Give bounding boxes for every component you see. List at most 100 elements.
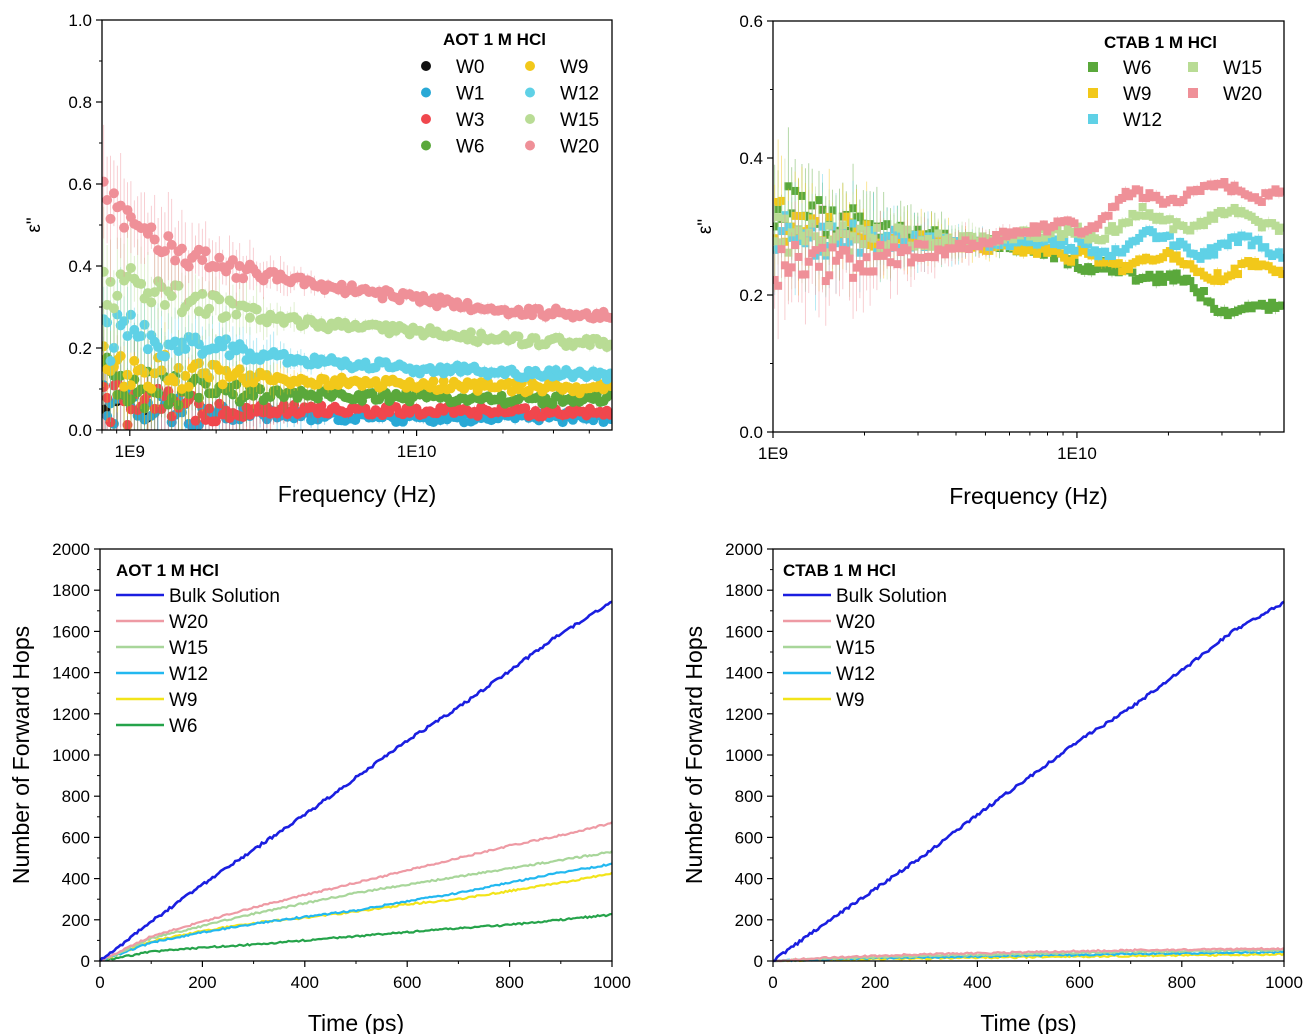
data-point <box>146 383 157 394</box>
legend-ctab-dielectric: CTAB 1 M HCl W6 W9 W12 W15 W20 <box>1088 33 1262 131</box>
legend-label: W0 <box>456 57 485 78</box>
data-point <box>1274 248 1283 257</box>
y-tick-label: 400 <box>735 870 763 889</box>
data-point <box>1244 232 1253 241</box>
legend-label: W15 <box>169 638 208 659</box>
data-point <box>872 252 881 261</box>
data-point <box>163 231 174 242</box>
data-point <box>1165 231 1174 240</box>
data-point <box>862 253 871 262</box>
plot-frame <box>99 548 613 962</box>
axes-aot-dielectric: 0.0 0.2 0.4 0.6 0.8 1.0 1E9 1E10 Frequency (Hz) ε… <box>24 11 613 507</box>
data-point <box>1247 241 1256 250</box>
x-tick-label: 0 <box>95 973 104 992</box>
data-point <box>122 331 133 342</box>
data-point <box>465 327 476 338</box>
legend-title: CTAB 1 M HCl <box>783 561 896 580</box>
data-point <box>774 281 783 290</box>
data-point <box>1278 270 1284 279</box>
data-point <box>1193 288 1202 297</box>
data-point <box>1196 186 1205 195</box>
y-tick-label: 1800 <box>725 581 763 600</box>
data-point <box>773 222 779 231</box>
data-point <box>869 234 878 243</box>
data-point <box>190 415 201 426</box>
data-point <box>1227 187 1236 196</box>
data-point <box>1107 251 1116 260</box>
y-tick-label: 1000 <box>725 746 763 765</box>
y-tick-label: 0.4 <box>68 257 92 276</box>
data-point <box>1213 269 1222 278</box>
x-tick-label: 1E9 <box>115 442 145 461</box>
data-point <box>1165 215 1174 224</box>
data-point <box>804 257 813 266</box>
legend-aot-dielectric: AOT 1 M HCl W0 W1 W3 W6 W9 W12 W15 W20 <box>421 30 599 158</box>
data-point <box>108 188 119 199</box>
legend-label: W12 <box>560 84 599 105</box>
x-tick-label: 400 <box>291 973 319 992</box>
data-point <box>336 279 347 290</box>
data-point <box>176 243 187 254</box>
data-point <box>930 253 939 262</box>
legend-marker <box>1088 114 1098 124</box>
data-point <box>513 331 524 342</box>
data-point <box>1056 249 1065 258</box>
data-point <box>1159 253 1168 262</box>
axes-ctab-hops: 0 200 400 600 800 1000 1200 1400 1600 1800 2000 0 20… <box>681 540 1303 1034</box>
data-point <box>832 256 841 265</box>
y-tick-label: 1400 <box>52 664 90 683</box>
data-point <box>1070 246 1079 255</box>
data-point <box>1050 254 1059 263</box>
series-line-W15 <box>99 850 613 962</box>
x-tick-label: 1E10 <box>1057 444 1097 463</box>
data-point <box>1128 189 1137 198</box>
data-point <box>1261 301 1270 310</box>
series-line-W20 <box>773 946 1285 963</box>
data-point <box>136 278 147 289</box>
legend-title: AOT 1 M HCl <box>443 30 546 49</box>
data-point <box>1227 271 1236 280</box>
data-point <box>1172 242 1181 251</box>
data-point <box>214 252 225 263</box>
y-tick-label: 200 <box>62 911 90 930</box>
legend-label: W6 <box>1123 58 1152 79</box>
y-tick-label: 800 <box>735 787 763 806</box>
legend-label: W15 <box>560 110 599 131</box>
data-point <box>886 258 895 267</box>
data-point <box>961 236 970 245</box>
data-point <box>193 392 204 403</box>
data-point <box>142 344 153 355</box>
data-point <box>1169 276 1178 285</box>
legend-label: W20 <box>836 612 875 633</box>
y-tick-label: 0.0 <box>68 421 92 440</box>
plot-area-aot-dielectric <box>102 124 612 430</box>
data-point <box>105 356 116 367</box>
data-point <box>773 237 779 246</box>
data-point <box>951 244 960 253</box>
data-point <box>200 246 211 257</box>
data-point <box>794 252 803 261</box>
data-point <box>1155 270 1164 279</box>
data-point <box>1230 181 1239 190</box>
data-point <box>934 229 943 238</box>
data-point <box>183 381 194 392</box>
data-point <box>1121 187 1130 196</box>
data-point <box>193 339 204 350</box>
legend-title: AOT 1 M HCl <box>116 561 219 580</box>
data-point <box>1145 189 1154 198</box>
data-point <box>1203 251 1212 260</box>
data-point <box>221 311 232 322</box>
data-point <box>1114 259 1123 268</box>
y-tick-label: 1200 <box>52 705 90 724</box>
data-point <box>1172 269 1181 278</box>
data-point <box>217 379 228 390</box>
data-point <box>1084 235 1093 244</box>
data-point <box>1148 228 1157 237</box>
series-line-W20 <box>99 821 613 962</box>
data-point <box>1278 187 1284 196</box>
y-tick-label: 1.0 <box>68 11 92 30</box>
data-point <box>1026 228 1035 237</box>
data-point <box>139 367 150 378</box>
data-point <box>472 385 483 396</box>
